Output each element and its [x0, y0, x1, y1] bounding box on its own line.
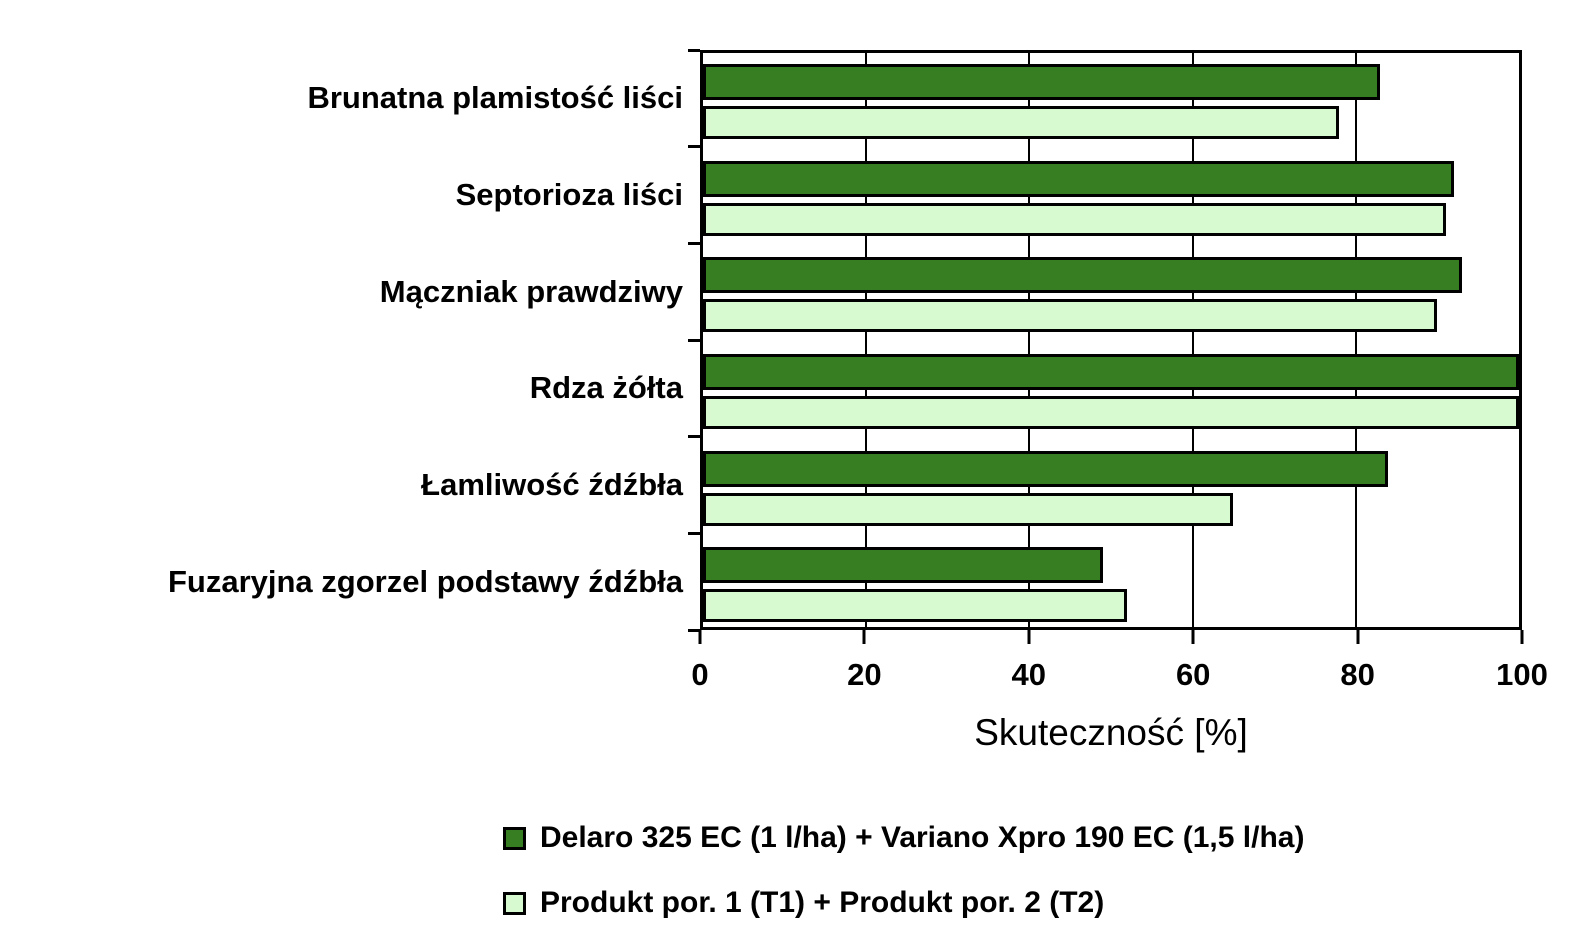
x-tick-label: 0	[691, 657, 709, 692]
x-axis-ticks: 0 20 40 60 80 100	[691, 630, 1548, 705]
plot-area	[700, 50, 1522, 630]
gridline-20	[865, 53, 868, 627]
y-axis-ticks	[688, 48, 700, 632]
x-tick	[1520, 630, 1524, 644]
x-tick	[1027, 630, 1031, 644]
y-tick	[688, 48, 700, 52]
y-tick	[688, 241, 700, 245]
category-label: Mączniak prawdziwy	[379, 273, 683, 309]
bar-series1-cat6	[703, 547, 1103, 584]
legend-item-delaro: Delaro 325 EC (1 l/ha) + Variano Xpro 19…	[503, 817, 1304, 859]
legend-label-delaro: Delaro 325 EC (1 l/ha) + Variano Xpro 19…	[540, 821, 1305, 854]
x-tick-label: 60	[1175, 657, 1211, 692]
category-label: Septorioza liści	[455, 177, 683, 212]
y-tick	[688, 338, 700, 342]
x-tick	[698, 630, 702, 644]
category-label: Fuzaryjna zgorzel podstawy źdźbła	[167, 563, 683, 599]
legend-item-produkt: Produkt por. 1 (T1) + Produkt por. 2 (T2…	[503, 882, 1104, 924]
gridline-40	[1028, 53, 1031, 627]
x-tick-label: 100	[1496, 657, 1548, 692]
legend-swatch-delaro	[503, 826, 526, 850]
y-tick	[688, 435, 700, 439]
bar-series1-cat3	[703, 257, 1462, 294]
x-tick-label: 20	[847, 657, 882, 692]
x-tick-label: 40	[1011, 657, 1047, 692]
category-labels: Brunatna plamistość liści Septorioza liśc…	[0, 50, 683, 630]
bar-series1-cat2	[703, 160, 1454, 197]
x-tick	[862, 630, 866, 644]
bar-series1-cat1	[703, 64, 1381, 100]
x-tick-label: 80	[1340, 657, 1375, 692]
x-tick	[1356, 630, 1360, 644]
bar-series2-cat3	[703, 299, 1438, 333]
category-label: Brunatna plamistość liści	[307, 80, 683, 116]
category-label: Łamliwość źdźbła	[421, 467, 683, 502]
bar-series2-cat6	[703, 589, 1128, 623]
category-label: Rdza żółta	[529, 370, 683, 406]
y-tick	[688, 628, 700, 632]
x-tick	[1191, 630, 1195, 644]
legend-label-produkt: Produkt por. 1 (T1) + Produkt por. 2 (T2…	[540, 886, 1105, 919]
x-axis-title: Skuteczność [%]	[974, 712, 1248, 753]
bar-series1-cat4	[703, 354, 1519, 390]
bar-series2-cat5	[703, 492, 1234, 526]
bar-series2-cat4	[703, 396, 1519, 429]
bar-series1-cat5	[703, 450, 1389, 487]
bar-series2-cat2	[703, 202, 1446, 236]
y-tick	[688, 531, 700, 535]
legend-swatch-produkt	[503, 891, 526, 915]
gridline-60	[1191, 53, 1194, 627]
bar-series2-cat1	[703, 106, 1340, 139]
y-tick	[688, 145, 700, 149]
gridline-80	[1354, 53, 1357, 627]
